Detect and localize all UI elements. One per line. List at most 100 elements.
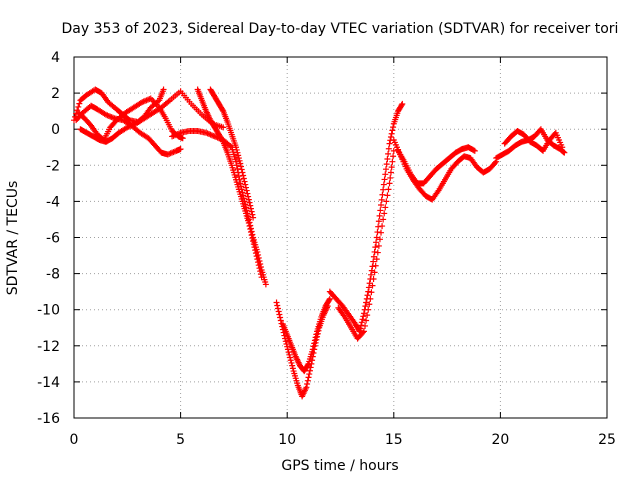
data-point bbox=[250, 241, 257, 248]
data-point bbox=[258, 274, 265, 281]
data-point bbox=[234, 165, 241, 172]
data-point bbox=[287, 354, 294, 361]
data-point bbox=[388, 164, 395, 171]
data-point bbox=[243, 187, 250, 194]
data-point bbox=[274, 302, 281, 309]
data-point bbox=[237, 180, 244, 187]
data-points bbox=[71, 86, 568, 400]
data-point bbox=[309, 346, 316, 353]
data-point bbox=[76, 100, 83, 107]
data-point bbox=[313, 331, 320, 338]
data-point bbox=[378, 202, 385, 209]
data-point bbox=[285, 349, 292, 356]
data-point bbox=[235, 152, 242, 159]
data-point bbox=[378, 196, 385, 203]
x-axis-label: GPS time / hours bbox=[281, 458, 398, 474]
data-point bbox=[383, 198, 390, 205]
data-point bbox=[277, 314, 284, 321]
data-point bbox=[245, 220, 252, 227]
data-point bbox=[381, 210, 388, 217]
series-arc-13 bbox=[395, 144, 478, 187]
data-point bbox=[387, 174, 394, 181]
data-point bbox=[373, 239, 380, 246]
data-point bbox=[358, 322, 365, 329]
data-point bbox=[160, 86, 167, 93]
data-point bbox=[387, 169, 394, 176]
y-tick-label: -10 bbox=[37, 303, 60, 319]
data-point bbox=[277, 317, 284, 324]
data-point bbox=[363, 299, 370, 306]
data-point bbox=[365, 306, 372, 313]
y-tick-label: -2 bbox=[46, 158, 60, 174]
y-tick-label: 4 bbox=[51, 50, 60, 66]
data-point bbox=[238, 163, 245, 170]
data-point bbox=[255, 262, 262, 269]
data-point bbox=[382, 171, 389, 178]
data-point bbox=[250, 214, 257, 221]
data-point bbox=[366, 301, 373, 308]
data-point bbox=[311, 337, 318, 344]
x-tick-label: 25 bbox=[598, 432, 616, 448]
data-point bbox=[374, 229, 381, 236]
data-point bbox=[390, 124, 397, 131]
data-point bbox=[471, 147, 478, 154]
data-point bbox=[383, 161, 390, 168]
data-point bbox=[245, 193, 252, 200]
data-point bbox=[381, 176, 388, 183]
data-point bbox=[304, 377, 311, 384]
data-point bbox=[240, 172, 247, 179]
data-point bbox=[253, 253, 260, 260]
data-point bbox=[364, 312, 371, 319]
data-point bbox=[371, 269, 378, 276]
y-tick-label: -4 bbox=[46, 194, 60, 210]
data-point bbox=[304, 362, 311, 369]
data-point bbox=[289, 365, 296, 372]
data-point bbox=[247, 229, 254, 236]
data-point bbox=[362, 322, 369, 329]
data-point bbox=[235, 155, 242, 162]
x-axis-ticks: 0 5 10 15 20 25 bbox=[70, 57, 616, 448]
data-point bbox=[370, 276, 377, 283]
data-point bbox=[284, 343, 291, 350]
data-point bbox=[257, 271, 264, 278]
data-point bbox=[247, 226, 254, 233]
data-point bbox=[359, 329, 366, 336]
data-point bbox=[289, 362, 296, 369]
data-point bbox=[242, 181, 249, 188]
data-point bbox=[363, 317, 370, 324]
data-point bbox=[365, 284, 372, 291]
data-point bbox=[248, 208, 255, 215]
y-axis-label: SDTVAR / TECUs bbox=[5, 181, 21, 296]
data-point bbox=[306, 367, 313, 374]
data-point bbox=[310, 343, 317, 350]
data-point bbox=[239, 169, 246, 176]
data-point bbox=[255, 259, 262, 266]
data-point bbox=[385, 150, 392, 157]
data-point bbox=[252, 250, 259, 257]
y-tick-label: -12 bbox=[37, 339, 60, 355]
data-point bbox=[241, 178, 248, 185]
data-point bbox=[276, 311, 283, 318]
data-point bbox=[360, 313, 367, 320]
data-point bbox=[240, 175, 247, 182]
data-point bbox=[237, 160, 244, 167]
data-point bbox=[375, 223, 382, 230]
data-point bbox=[385, 145, 392, 152]
data-point bbox=[233, 146, 240, 153]
data-point bbox=[326, 297, 333, 304]
data-point bbox=[369, 263, 376, 270]
data-point bbox=[389, 127, 396, 134]
data-point bbox=[275, 308, 282, 315]
data-point bbox=[179, 135, 186, 142]
series-arc-15 bbox=[501, 128, 566, 154]
data-point bbox=[375, 242, 382, 249]
data-point bbox=[371, 248, 378, 255]
data-point bbox=[247, 202, 254, 209]
data-point bbox=[370, 258, 377, 265]
y-tick-label: -16 bbox=[37, 411, 60, 427]
data-point bbox=[386, 140, 393, 147]
data-point bbox=[75, 103, 82, 110]
data-point bbox=[388, 130, 395, 137]
data-point bbox=[365, 288, 372, 295]
